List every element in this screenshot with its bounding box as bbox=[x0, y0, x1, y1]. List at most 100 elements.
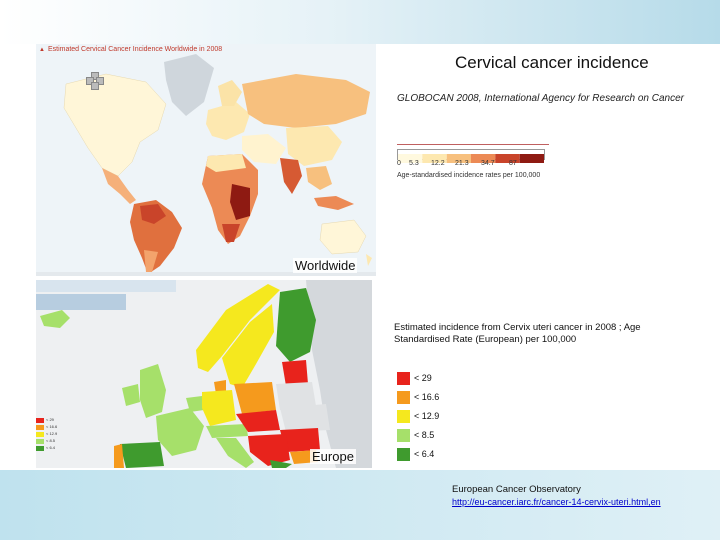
mini-legend-label: < 6.4 bbox=[46, 445, 56, 450]
mini-legend-row: < 12.9 bbox=[36, 431, 66, 438]
scale-block bbox=[495, 154, 520, 163]
region-finland bbox=[276, 288, 316, 362]
scale-tick: 21.3 bbox=[455, 160, 469, 167]
region-italy bbox=[216, 438, 254, 468]
region-iceland bbox=[40, 310, 70, 328]
mini-legend-label: < 29 bbox=[46, 417, 54, 422]
region-india bbox=[280, 158, 302, 194]
region-indonesia bbox=[314, 196, 354, 210]
region-antarctica bbox=[36, 272, 376, 276]
legend-item: < 12.9 bbox=[397, 410, 477, 424]
mini-legend-row: < 29 bbox=[36, 417, 66, 424]
region-new-zealand bbox=[366, 254, 372, 266]
region-southern-africa bbox=[222, 224, 240, 242]
region-africa bbox=[202, 154, 258, 244]
world-map-graphic bbox=[36, 54, 376, 276]
legend-label: < 6.4 bbox=[414, 449, 435, 459]
legend-label: < 29 bbox=[414, 373, 432, 383]
region-russia-west bbox=[306, 280, 372, 468]
incidence-scale-bar bbox=[397, 149, 545, 163]
region-southeast-asia bbox=[306, 166, 332, 190]
europe-description: Estimated incidence from Cervix uteri ca… bbox=[394, 322, 641, 345]
region-alps bbox=[206, 424, 248, 438]
scale-tick: 12.2 bbox=[431, 160, 445, 167]
region-sweden bbox=[222, 304, 274, 388]
mini-legend-swatch bbox=[36, 432, 44, 437]
scale-block bbox=[422, 154, 447, 163]
region-baltics bbox=[282, 360, 308, 386]
scale-block bbox=[398, 154, 423, 163]
observatory-link[interactable]: http://eu-cancer.iarc.fr/cancer-14-cervi… bbox=[452, 497, 661, 507]
legend-swatch bbox=[397, 391, 410, 404]
legend-item: < 6.4 bbox=[397, 448, 477, 462]
region-uk bbox=[140, 364, 166, 418]
scale-tick: 34.7 bbox=[481, 160, 495, 167]
region-scandinavia bbox=[218, 80, 242, 106]
region-middle-east bbox=[242, 134, 286, 164]
region-poland bbox=[234, 382, 276, 414]
mini-legend-swatch bbox=[36, 425, 44, 430]
source-citation: GLOBOCAN 2008, International Agency for … bbox=[397, 93, 685, 104]
region-spain bbox=[120, 442, 164, 468]
slide-title: Cervical cancer incidence bbox=[455, 53, 649, 72]
region-australia bbox=[319, 219, 367, 255]
region-south-america-north bbox=[140, 204, 166, 224]
region-norway bbox=[196, 284, 280, 372]
region-balkans bbox=[248, 434, 290, 466]
region-east-asia bbox=[286, 126, 342, 166]
world-map-caption: Estimated Cervical Cancer Incidence Worl… bbox=[39, 46, 222, 53]
worldwide-label: Worldwide bbox=[293, 258, 358, 273]
map-zoom-control[interactable] bbox=[86, 72, 104, 90]
scale-block bbox=[446, 154, 471, 163]
bottom-decorative-band bbox=[0, 470, 720, 540]
mini-legend-swatch bbox=[36, 446, 44, 451]
legend-swatch bbox=[397, 372, 410, 385]
europe-label: Europe bbox=[310, 449, 356, 464]
region-east-africa bbox=[230, 184, 250, 220]
region-greece bbox=[270, 460, 292, 468]
region-france bbox=[156, 408, 204, 456]
legend-item: < 16.6 bbox=[397, 391, 477, 405]
observatory-name: European Cancer Observatory bbox=[452, 484, 581, 495]
region-belarus bbox=[276, 382, 316, 410]
mini-legend-label: < 12.9 bbox=[46, 431, 58, 436]
scale-caption: Age-standardised incidence rates per 100… bbox=[397, 172, 541, 179]
top-decorative-band bbox=[0, 0, 720, 44]
mini-legend-row: < 8.5 bbox=[36, 438, 66, 445]
mini-legend-swatch bbox=[36, 418, 44, 423]
region-portugal bbox=[114, 444, 124, 468]
mini-legend-swatch bbox=[36, 439, 44, 444]
region-central-europe bbox=[236, 410, 280, 432]
region-benelux bbox=[186, 396, 204, 412]
region-south-america-south bbox=[144, 250, 158, 272]
europe-header-bar bbox=[36, 280, 176, 292]
region-russia bbox=[242, 74, 370, 128]
legend-swatch bbox=[397, 410, 410, 423]
legend-label: < 16.6 bbox=[414, 392, 440, 402]
region-north-america bbox=[63, 73, 167, 177]
region-central-america bbox=[102, 168, 136, 204]
scale-tick: 0 bbox=[397, 160, 401, 167]
europe-map-graphic bbox=[36, 280, 372, 468]
legend-swatch bbox=[397, 429, 410, 442]
world-map[interactable]: Estimated Cervical Cancer Incidence Worl… bbox=[36, 44, 376, 276]
legend-swatch bbox=[397, 448, 410, 461]
legend-label: < 12.9 bbox=[414, 411, 440, 421]
europe-map[interactable] bbox=[36, 280, 372, 468]
mini-legend-row: < 6.4 bbox=[36, 445, 66, 452]
scale-gradient bbox=[398, 154, 544, 163]
region-ukraine bbox=[280, 404, 330, 432]
scale-block bbox=[471, 154, 496, 163]
region-ireland bbox=[122, 384, 140, 406]
source-divider bbox=[397, 144, 549, 145]
legend-item: < 29 bbox=[397, 372, 477, 386]
region-greenland bbox=[164, 54, 214, 116]
region-germany bbox=[202, 390, 236, 426]
europe-logo-block bbox=[36, 294, 126, 310]
legend-label: < 8.5 bbox=[414, 430, 435, 440]
region-north-africa bbox=[206, 154, 246, 172]
scale-block bbox=[519, 154, 544, 163]
region-denmark bbox=[214, 380, 226, 394]
mini-legend-row: < 16.6 bbox=[36, 424, 66, 431]
scale-tick: 5.3 bbox=[409, 160, 419, 167]
